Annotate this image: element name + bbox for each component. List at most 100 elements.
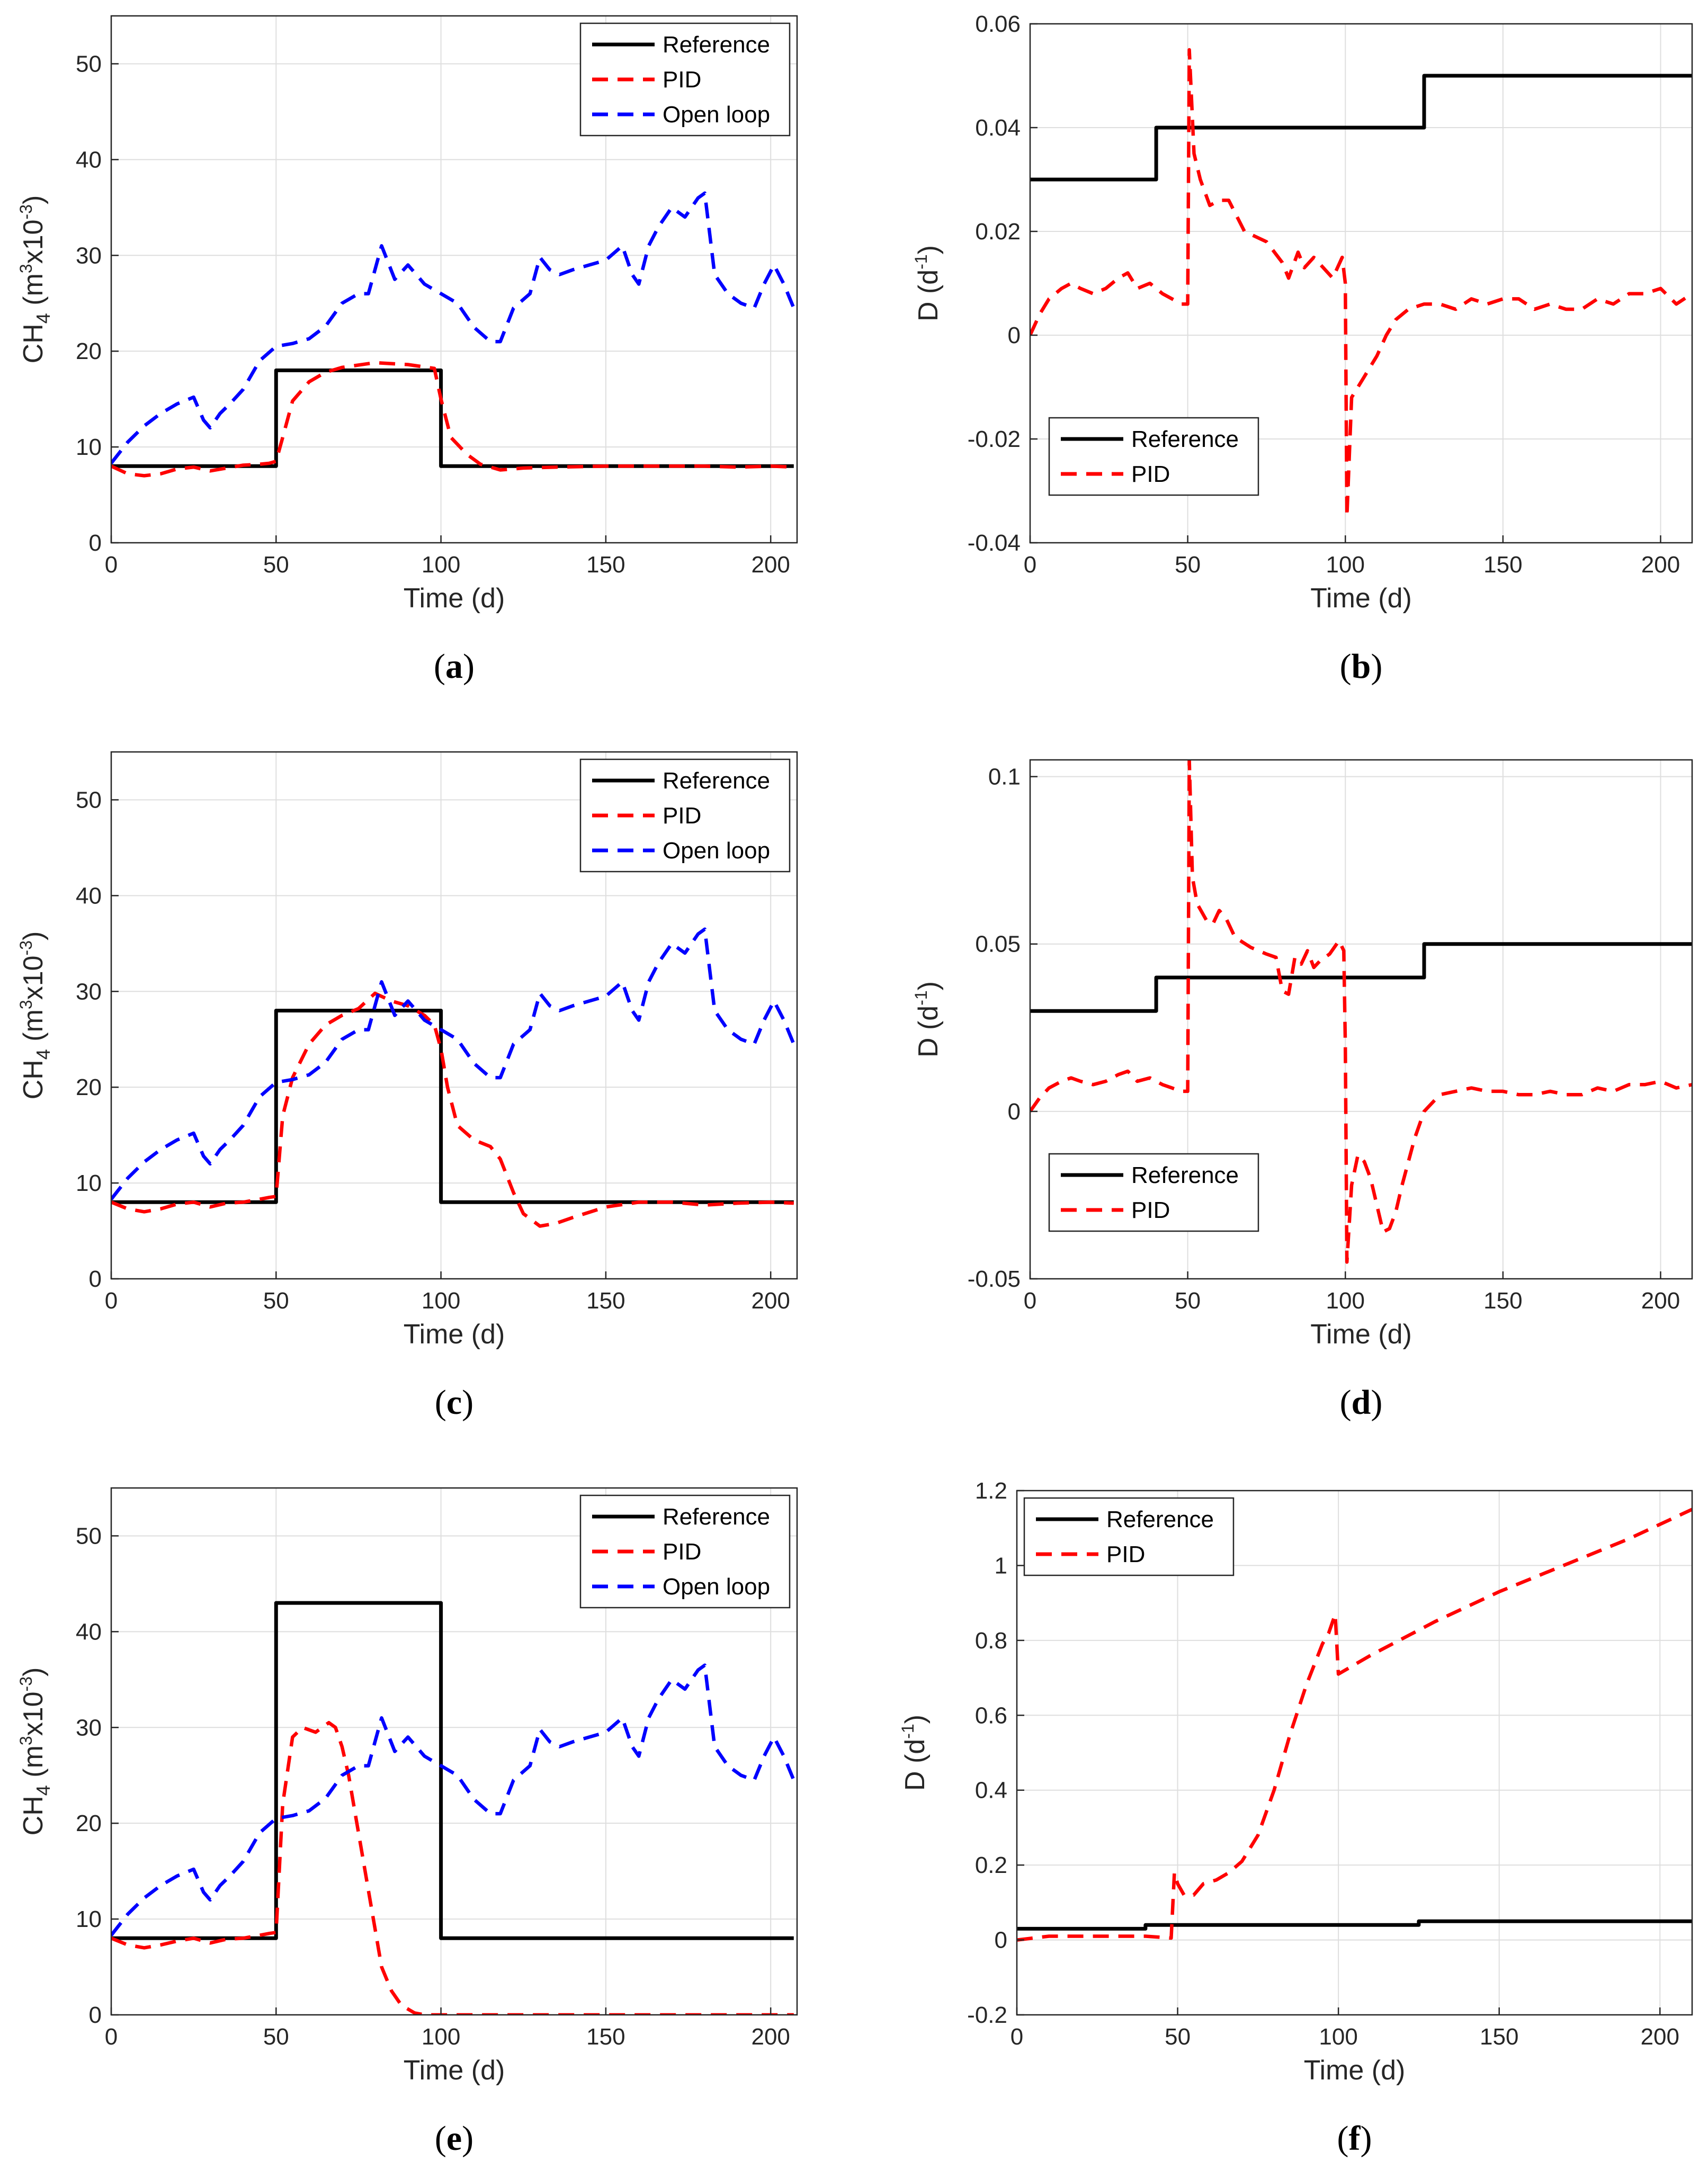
- legend-label: Open loop: [663, 1574, 770, 1600]
- legend-box: [1023, 1497, 1235, 1576]
- y-tick-label: 0.02: [975, 219, 1021, 245]
- y-tick-label: 10: [76, 1906, 102, 1932]
- axes-frame: [110, 1487, 798, 2016]
- panel-a: 0 50 100 150 200 0 10 20 30 40 50 Time (d) CH4 (m3x1…: [16, 15, 798, 686]
- y-axis-label: CH4 (m3x10-3): [16, 195, 54, 364]
- x-tick-label: 50: [263, 2024, 289, 2050]
- y-tick-label: 0.06: [975, 11, 1021, 37]
- y-tick-label: 10: [76, 1170, 102, 1196]
- panel-label: (b): [1340, 647, 1383, 686]
- panel-label: (e): [435, 2119, 473, 2158]
- series-line-pid: [111, 361, 794, 478]
- x-tick-label: 0: [1024, 1288, 1036, 1314]
- panel-label: (c): [435, 1383, 473, 1422]
- x-tick-label: 0: [105, 2024, 118, 2050]
- x-tick-label: 100: [1326, 1288, 1365, 1314]
- plot-area: [1030, 48, 1692, 519]
- x-tick-label: 100: [422, 1288, 460, 1314]
- axes-frame: [110, 15, 798, 544]
- legend-box: [579, 758, 791, 873]
- legend: Reference PID: [1048, 417, 1259, 496]
- x-tick-label: 0: [1024, 552, 1036, 578]
- plot-area: [1017, 1508, 1692, 1942]
- series-line-open-loop: [111, 191, 795, 464]
- y-tick-label: 0.05: [975, 931, 1021, 957]
- y-tick-label: 0.1: [988, 764, 1021, 790]
- x-axis-label: Time (d): [404, 2055, 505, 2086]
- legend-box: [1048, 417, 1259, 496]
- x-tick-label: 200: [1641, 552, 1680, 578]
- panel-label: (d): [1340, 1383, 1383, 1422]
- y-tick-label: 0: [89, 530, 102, 556]
- panel-e: 0 50 100 150 200 0 10 20 30 40 50 Time (d) CH4 (m3x1…: [16, 1487, 798, 2158]
- legend-label: PID: [663, 803, 701, 829]
- axes-frame: [1029, 759, 1693, 1280]
- x-axis-label: Time (d): [1304, 2055, 1406, 2086]
- axes-frame: [110, 751, 798, 1280]
- y-tick-label: 10: [76, 434, 102, 460]
- plot-area: [111, 927, 795, 1228]
- y-tick-label: 30: [76, 243, 102, 268]
- series-line-pid: [111, 1720, 794, 2015]
- y-tick-label: 50: [76, 51, 102, 77]
- panel-b: 0 50 100 150 200 -0.04 -0.02 0 0.02 0.04 0.06 Time …: [911, 11, 1693, 686]
- x-tick-label: 200: [751, 1288, 790, 1314]
- y-tick-label: 30: [76, 979, 102, 1005]
- y-tick-label: -0.02: [968, 426, 1021, 452]
- panel-label: (a): [434, 647, 475, 686]
- y-axis-label: D (d-1): [898, 1715, 931, 1791]
- x-tick-label: 50: [1175, 552, 1201, 578]
- x-tick-label: 100: [422, 2024, 460, 2050]
- series-line-pid: [111, 991, 794, 1228]
- y-tick-label: 20: [76, 338, 102, 364]
- series-line-pid: [1030, 48, 1692, 519]
- y-tick-label: -0.04: [968, 530, 1021, 556]
- y-tick-label: 0.04: [975, 115, 1021, 141]
- legend: Reference PID Open loop: [579, 1494, 791, 1609]
- x-tick-label: 150: [1480, 2024, 1518, 2050]
- y-tick-label: 50: [76, 787, 102, 813]
- legend: Reference PID Open loop: [579, 758, 791, 873]
- x-tick-label: 100: [422, 552, 460, 578]
- legend: Reference PID Open loop: [579, 22, 791, 137]
- y-tick-label: 1: [995, 1553, 1007, 1579]
- y-tick-label: 0.8: [975, 1628, 1007, 1654]
- x-tick-label: 200: [1641, 2024, 1679, 2050]
- legend: Reference PID: [1048, 1153, 1259, 1232]
- legend-label: PID: [1131, 461, 1170, 487]
- x-tick-label: 150: [586, 1288, 625, 1314]
- x-axis-label: Time (d): [1310, 1319, 1412, 1350]
- plot-area: [111, 191, 795, 478]
- legend-label: Reference: [663, 32, 770, 58]
- series-line-reference: [111, 368, 794, 468]
- legend-box: [1048, 1153, 1259, 1232]
- series-line-pid: [1017, 1508, 1692, 1942]
- y-tick-label: -0.05: [968, 1266, 1021, 1292]
- y-tick-label: 20: [76, 1810, 102, 1836]
- x-axis-label: Time (d): [404, 1319, 505, 1350]
- series-line-reference: [1030, 74, 1692, 182]
- axes-frame: [1029, 23, 1693, 544]
- y-tick-label: 0.2: [975, 1852, 1007, 1878]
- x-tick-label: 200: [751, 552, 790, 578]
- legend-label: PID: [1131, 1197, 1170, 1223]
- x-tick-label: 0: [105, 1288, 118, 1314]
- y-tick-label: 0: [995, 1927, 1007, 1953]
- panel-c: 0 50 100 150 200 0 10 20 30 40 50 Time (d) CH4 (m3x1…: [16, 751, 798, 1422]
- y-tick-label: 0: [89, 2002, 102, 2028]
- x-tick-label: 200: [751, 2024, 790, 2050]
- plot-area: [1030, 760, 1692, 1264]
- y-axis-label: CH4 (m3x10-3): [16, 931, 54, 1100]
- x-tick-label: 50: [1175, 1288, 1201, 1314]
- legend-label: Reference: [663, 1504, 770, 1530]
- y-tick-label: 40: [76, 1619, 102, 1645]
- legend-box: [579, 22, 791, 137]
- y-tick-label: 30: [76, 1715, 102, 1741]
- y-tick-label: -0.2: [967, 2002, 1007, 2028]
- y-tick-label: 0: [89, 1266, 102, 1292]
- legend-label: Open loop: [663, 838, 770, 864]
- panel-label: (f): [1337, 2119, 1372, 2158]
- legend-box: [579, 1494, 791, 1609]
